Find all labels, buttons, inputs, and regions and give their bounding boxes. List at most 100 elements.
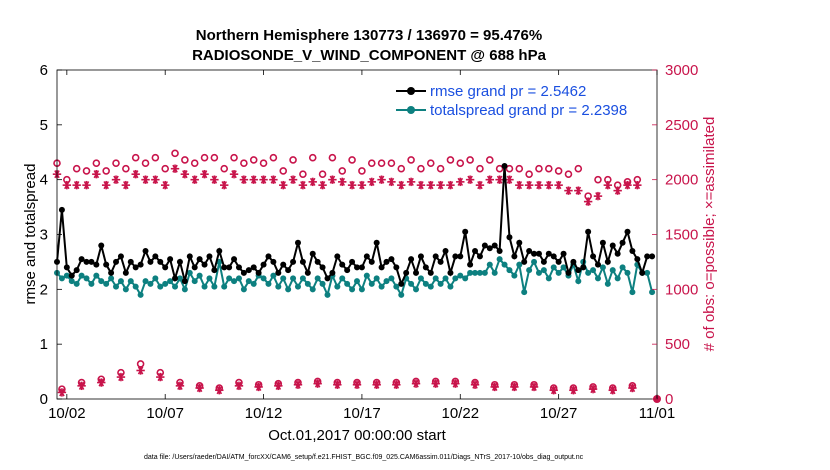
obs-assimilated-marker — [77, 381, 86, 391]
series-point — [250, 280, 257, 287]
y-tick-label: 6 — [40, 62, 48, 79]
series-point — [157, 283, 164, 290]
series-point — [309, 286, 316, 293]
obs-assimilated-marker — [352, 380, 362, 389]
obs-possible-marker — [348, 156, 356, 164]
series-point — [516, 261, 523, 268]
series-point — [73, 267, 80, 274]
obs-assimilated-marker — [510, 382, 519, 392]
legend-rmse-marker — [407, 87, 415, 95]
series-point — [270, 272, 277, 279]
series-point — [383, 258, 390, 265]
obs-possible-marker — [564, 170, 573, 178]
obs-assimilated-marker — [456, 177, 465, 187]
obs-possible-marker — [112, 159, 120, 168]
obs-assimilated-marker — [57, 388, 67, 397]
series-point — [496, 256, 503, 263]
series-point — [486, 261, 493, 268]
series-point — [299, 258, 306, 265]
obs-assimilated-marker — [505, 175, 514, 184]
series-point — [226, 275, 233, 282]
series-point — [191, 264, 198, 271]
series-point — [324, 291, 331, 298]
series-point — [363, 272, 370, 279]
series-point — [83, 275, 90, 282]
series-point — [511, 272, 518, 279]
series-point — [152, 253, 159, 260]
series-point — [186, 253, 193, 260]
series-point — [250, 264, 257, 271]
obs-assimilated-marker — [195, 383, 204, 393]
obs-possible-marker — [161, 164, 169, 173]
obs-possible-marker — [594, 175, 602, 184]
y-right-tick-label: 1500 — [665, 227, 698, 244]
series-point — [531, 258, 538, 265]
series-point — [196, 256, 203, 263]
obs-assimilated-marker — [515, 180, 524, 190]
series-point — [83, 258, 90, 265]
series-point — [58, 275, 65, 282]
obs-assimilated-marker — [534, 180, 544, 190]
series-point — [349, 258, 356, 265]
y-tick-label: 0 — [40, 391, 48, 408]
series-point — [122, 269, 129, 276]
series-point — [260, 275, 267, 282]
obs-assimilated-marker — [628, 383, 637, 393]
series-point — [417, 275, 424, 282]
obs-assimilated-marker — [121, 180, 131, 190]
series-point — [624, 269, 631, 276]
series-point — [457, 272, 464, 279]
series-point — [575, 267, 582, 274]
obs-assimilated-marker — [180, 169, 190, 179]
series-point — [501, 261, 508, 268]
series-point — [472, 269, 479, 276]
series-point — [629, 289, 636, 296]
obs-assimilated-marker — [347, 180, 357, 190]
series-point — [570, 258, 577, 265]
series-point — [413, 286, 420, 293]
obs-assimilated-marker — [279, 180, 288, 190]
series-point — [108, 269, 115, 276]
series-point — [103, 280, 110, 287]
series-point — [176, 275, 183, 282]
series-point — [235, 264, 242, 271]
y-axis-label-right: # of obs: o=possible; ×=assimilated — [701, 117, 718, 352]
series-point — [639, 269, 646, 276]
series-point — [644, 269, 651, 276]
series-point — [388, 275, 395, 282]
series-point — [649, 253, 656, 260]
series-point — [93, 261, 100, 268]
obs-possible-marker — [495, 164, 504, 173]
series-point — [594, 275, 601, 282]
series-point — [580, 264, 587, 271]
obs-assimilated-marker — [97, 378, 106, 387]
obs-possible-marker — [446, 156, 455, 164]
series-point — [162, 264, 169, 271]
obs-assimilated-marker — [269, 175, 278, 184]
series-point — [491, 269, 498, 276]
series-point — [275, 269, 282, 276]
series-point — [344, 280, 351, 287]
series-point — [334, 253, 341, 260]
obs-assimilated-marker — [220, 180, 229, 190]
obs-possible-marker — [181, 156, 189, 164]
x-tick-label: 10/12 — [245, 405, 283, 422]
obs-possible-marker — [367, 159, 376, 168]
series-point — [211, 283, 218, 290]
obs-possible-marker — [476, 164, 484, 173]
series-point — [417, 253, 424, 260]
series-point — [388, 256, 395, 263]
series-point — [117, 278, 124, 285]
chart-title-line2: RADIOSONDE_V_WIND_COMPONENT @ 688 hPa — [192, 47, 547, 64]
series-point — [437, 280, 444, 287]
obs-possible-marker — [259, 159, 268, 168]
series-point — [550, 253, 557, 260]
series-point — [619, 264, 626, 271]
series-point — [137, 291, 144, 298]
series-point — [132, 283, 139, 290]
obs-assimilated-marker — [574, 186, 583, 195]
obs-assimilated-marker — [431, 379, 440, 388]
obs-assimilated-marker — [603, 180, 613, 190]
obs-assimilated-marker — [259, 175, 268, 184]
series-point — [599, 239, 606, 246]
